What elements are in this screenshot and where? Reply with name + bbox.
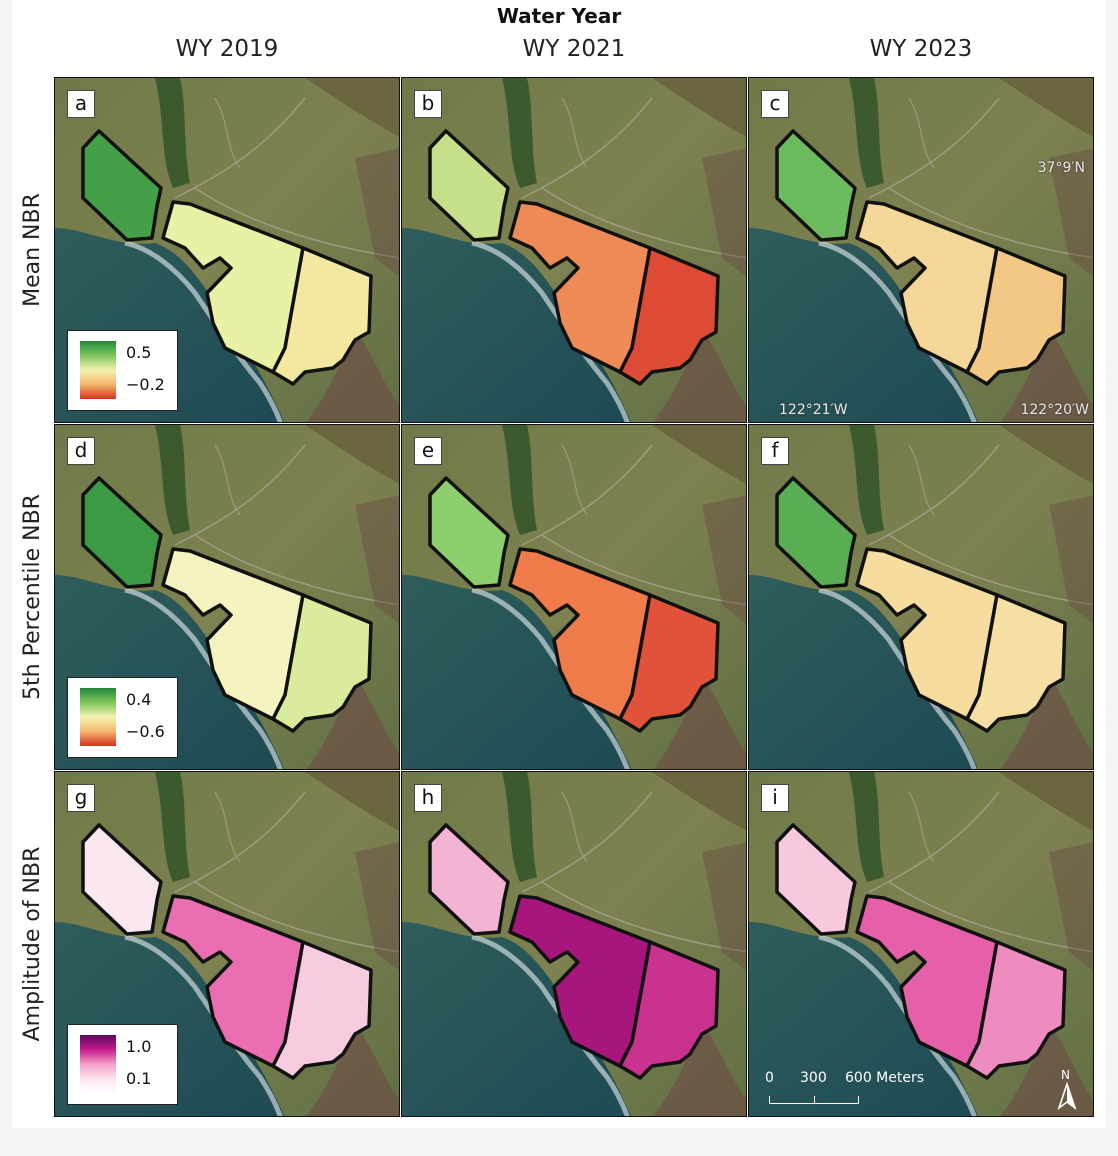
row-title-mean-nbr: Mean NBR <box>20 193 45 307</box>
map-panel-c-image <box>749 78 1093 422</box>
field-central <box>508 547 652 721</box>
field-central <box>855 894 999 1068</box>
legend-max-value: 0.4 <box>126 690 152 709</box>
field-northwest <box>775 129 857 242</box>
legend-color-ramp <box>80 688 116 746</box>
field-central <box>855 547 999 721</box>
row-title-amplitude-nbr: Amplitude of NBR <box>20 846 45 1042</box>
north-arrow: N <box>1055 1068 1079 1112</box>
map-panel-i-image <box>749 772 1093 1116</box>
scale-bar-mid-tick <box>814 1096 815 1104</box>
field-central <box>508 200 652 374</box>
column-title-wy2023: WY 2023 <box>869 36 973 62</box>
panel-letter-h: h <box>414 784 442 812</box>
panel-letter-b: b <box>414 90 442 118</box>
field-east <box>618 940 720 1080</box>
field-central <box>855 200 999 374</box>
map-panel-f-image <box>749 425 1093 769</box>
field-central <box>161 547 305 721</box>
field-east <box>965 246 1067 386</box>
panel-letter-g: g <box>67 784 95 812</box>
map-panel-e-image <box>402 425 746 769</box>
field-central <box>508 894 652 1068</box>
latitude-label: 37°9′N <box>1037 160 1085 176</box>
legend-color-ramp <box>80 341 116 399</box>
map-panel-f: f <box>748 424 1094 770</box>
panel-letter-e: e <box>414 437 442 465</box>
legend-max-value: 0.5 <box>126 343 152 362</box>
legend-max-value: 1.0 <box>126 1037 152 1056</box>
field-east <box>618 246 720 386</box>
map-panel-h: h <box>401 771 747 1117</box>
field-east <box>271 940 373 1080</box>
field-central <box>161 894 305 1068</box>
field-northwest <box>775 476 857 589</box>
column-title-wy2019: WY 2019 <box>175 36 279 62</box>
legend-row-1: 0.5 −0.2 <box>67 330 178 411</box>
field-northwest <box>428 476 510 589</box>
panel-letter-d: d <box>67 437 95 465</box>
map-panel-h-image <box>402 772 746 1116</box>
field-central <box>161 200 305 374</box>
field-northwest <box>775 823 857 936</box>
field-east <box>271 593 373 733</box>
column-title-wy2021: WY 2021 <box>522 36 626 62</box>
legend-row-3: 1.0 0.1 <box>67 1024 178 1105</box>
map-panel-e: e <box>401 424 747 770</box>
map-panel-b-image <box>402 78 746 422</box>
field-east <box>271 246 373 386</box>
scale-label-300: 300 <box>800 1070 827 1086</box>
field-northwest <box>81 823 163 936</box>
field-east <box>965 593 1067 733</box>
map-panel-d: d 0.4 −0.6 <box>54 424 400 770</box>
legend-color-ramp <box>80 1035 116 1093</box>
map-panel-a-image <box>55 78 399 422</box>
longitude-label-east: 122°20′W <box>1020 402 1089 418</box>
map-panel-c: c 37°9′N 122°21′W 122°20′W <box>748 77 1094 423</box>
scale-bar: 0 300 600 Meters <box>765 1070 979 1110</box>
longitude-label-west: 122°21′W <box>779 402 848 418</box>
field-northwest <box>428 823 510 936</box>
field-northwest <box>81 129 163 242</box>
legend-min-value: −0.6 <box>126 722 165 741</box>
field-northwest <box>428 129 510 242</box>
legend-row-2: 0.4 −0.6 <box>67 677 178 758</box>
scale-label-600: 600 Meters <box>845 1070 925 1086</box>
field-east <box>618 593 720 733</box>
panel-letter-a: a <box>67 90 95 118</box>
panel-letter-i: i <box>761 784 789 812</box>
field-northwest <box>81 476 163 589</box>
scale-label-0: 0 <box>765 1070 774 1086</box>
panel-letter-c: c <box>761 90 789 118</box>
super-title: Water Year <box>496 4 622 28</box>
legend-min-value: 0.1 <box>126 1069 152 1088</box>
map-panel-i: i 0 300 600 Meters N <box>748 771 1094 1117</box>
map-panel-b: b <box>401 77 747 423</box>
legend-min-value: −0.2 <box>126 375 165 394</box>
north-arrow-icon <box>1057 1081 1077 1111</box>
north-arrow-label: N <box>1061 1068 1070 1082</box>
field-east <box>965 940 1067 1080</box>
map-panel-g: g 1.0 0.1 <box>54 771 400 1117</box>
panel-letter-f: f <box>761 437 789 465</box>
row-title-5th-percentile-nbr: 5th Percentile NBR <box>20 494 45 700</box>
map-panel-a: a 0.5 −0.2 <box>54 77 400 423</box>
